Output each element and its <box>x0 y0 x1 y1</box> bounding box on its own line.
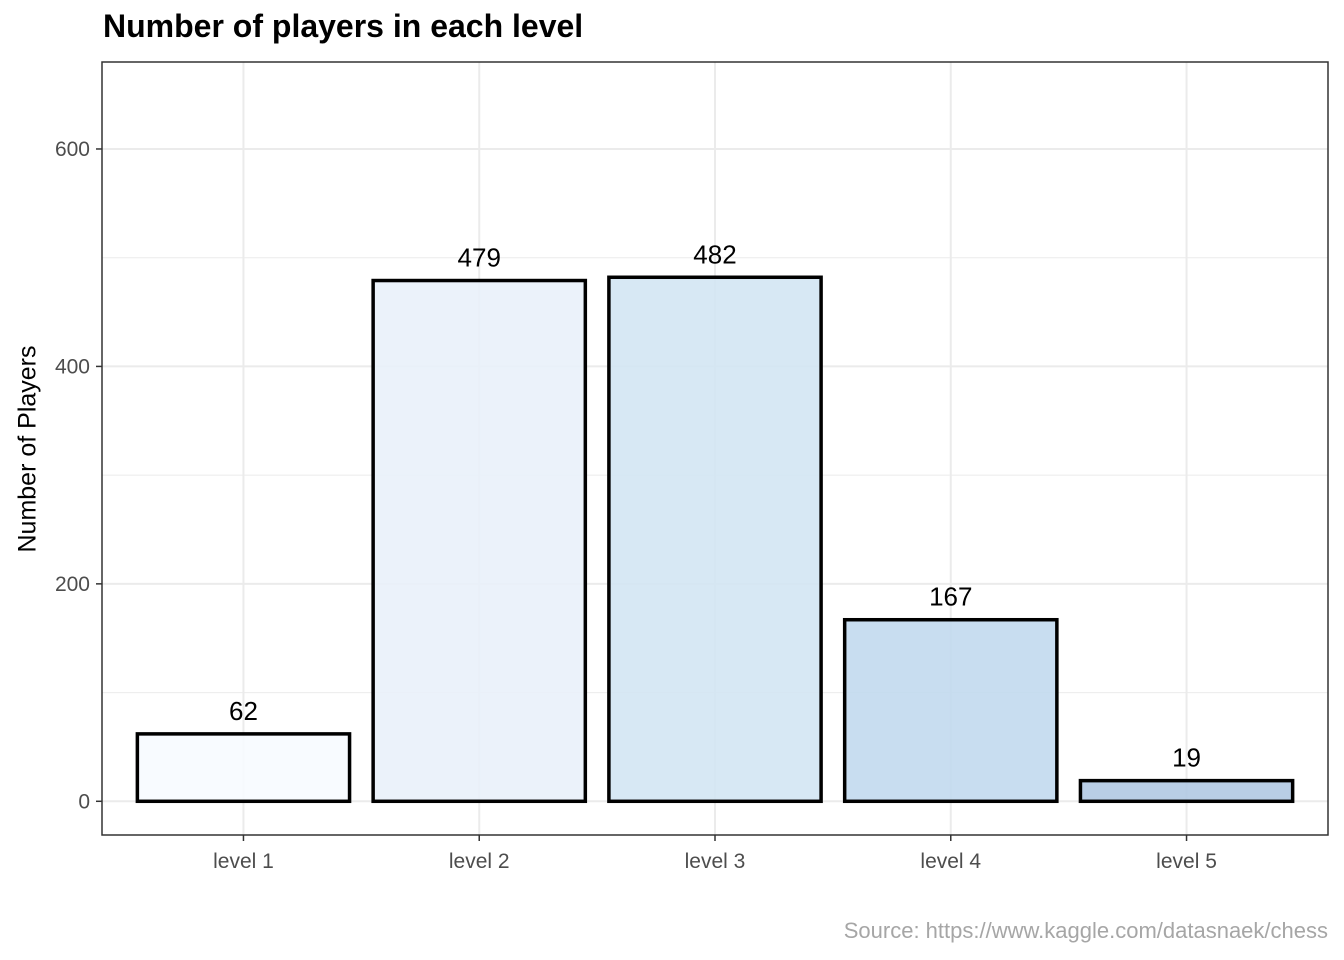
x-tick-label: level 2 <box>449 850 510 873</box>
bar-data-label: 482 <box>693 239 736 269</box>
bar <box>1078 778 1295 804</box>
bar-data-label: 167 <box>929 582 972 612</box>
source-caption: Source: https://www.kaggle.com/datasnaek… <box>843 918 1328 943</box>
x-tick-label: level 5 <box>1156 850 1217 873</box>
y-tick-label: 400 <box>55 355 90 378</box>
bar <box>135 732 352 804</box>
x-tick-label: level 4 <box>920 850 981 873</box>
y-tick-label: 0 <box>78 790 90 813</box>
bar-data-label: 479 <box>458 243 501 273</box>
y-tick-label: 200 <box>55 573 90 596</box>
chart-title: Number of players in each level <box>103 8 584 44</box>
bar <box>607 275 823 804</box>
bar <box>371 278 588 804</box>
bar-data-label: 62 <box>229 696 258 726</box>
y-tick-label: 600 <box>55 138 90 161</box>
x-tick-label: level 3 <box>685 850 746 873</box>
bar <box>842 617 1059 804</box>
bar-data-label: 19 <box>1172 743 1201 773</box>
x-tick-label: level 1 <box>213 850 274 873</box>
